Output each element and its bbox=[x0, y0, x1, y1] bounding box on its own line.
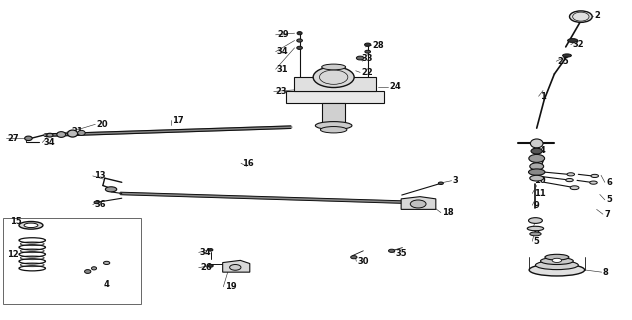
Text: 21: 21 bbox=[71, 127, 83, 136]
Ellipse shape bbox=[85, 270, 91, 273]
Text: 5: 5 bbox=[606, 195, 612, 204]
Ellipse shape bbox=[94, 201, 99, 204]
Ellipse shape bbox=[351, 256, 357, 259]
Circle shape bbox=[569, 11, 592, 22]
Ellipse shape bbox=[356, 56, 364, 60]
Ellipse shape bbox=[365, 43, 371, 46]
Text: 19: 19 bbox=[224, 282, 236, 291]
Ellipse shape bbox=[529, 155, 545, 162]
Ellipse shape bbox=[322, 64, 346, 70]
Text: 34: 34 bbox=[277, 47, 289, 56]
Ellipse shape bbox=[78, 130, 85, 135]
Text: 25: 25 bbox=[557, 57, 569, 66]
Bar bbox=[3, 218, 141, 304]
Polygon shape bbox=[286, 91, 384, 103]
Ellipse shape bbox=[208, 264, 213, 267]
Ellipse shape bbox=[567, 173, 574, 176]
Ellipse shape bbox=[365, 50, 370, 53]
Ellipse shape bbox=[570, 186, 579, 190]
Text: 14: 14 bbox=[533, 146, 545, 155]
Polygon shape bbox=[294, 76, 376, 91]
Polygon shape bbox=[222, 260, 250, 272]
Text: 3: 3 bbox=[453, 176, 459, 185]
Ellipse shape bbox=[25, 136, 32, 140]
Text: 4: 4 bbox=[104, 280, 109, 289]
Ellipse shape bbox=[545, 254, 569, 260]
Text: 17: 17 bbox=[173, 116, 184, 125]
Text: 34: 34 bbox=[200, 248, 212, 257]
Ellipse shape bbox=[527, 226, 544, 231]
Text: 1: 1 bbox=[540, 92, 546, 101]
Ellipse shape bbox=[410, 200, 426, 208]
Text: 24: 24 bbox=[389, 82, 401, 91]
Ellipse shape bbox=[315, 122, 352, 130]
Ellipse shape bbox=[313, 67, 354, 87]
Ellipse shape bbox=[531, 148, 542, 154]
Ellipse shape bbox=[229, 265, 241, 270]
Ellipse shape bbox=[57, 132, 66, 137]
Text: 12: 12 bbox=[7, 251, 19, 260]
Ellipse shape bbox=[529, 264, 585, 276]
Text: 32: 32 bbox=[572, 40, 584, 49]
Ellipse shape bbox=[528, 169, 545, 175]
Text: 6: 6 bbox=[606, 178, 612, 187]
Ellipse shape bbox=[591, 174, 599, 178]
Text: 11: 11 bbox=[533, 189, 545, 198]
Text: 22: 22 bbox=[362, 68, 373, 77]
Text: 29: 29 bbox=[277, 30, 289, 39]
Text: 23: 23 bbox=[275, 87, 287, 96]
Ellipse shape bbox=[106, 187, 117, 192]
Ellipse shape bbox=[540, 258, 573, 265]
Ellipse shape bbox=[68, 130, 78, 137]
Text: 10: 10 bbox=[533, 176, 545, 185]
Text: 7: 7 bbox=[604, 210, 610, 219]
Text: 13: 13 bbox=[94, 172, 106, 180]
Ellipse shape bbox=[47, 133, 53, 137]
Ellipse shape bbox=[320, 126, 347, 133]
Ellipse shape bbox=[528, 218, 542, 223]
Text: 30: 30 bbox=[358, 257, 369, 266]
Bar bbox=[322, 103, 345, 125]
Text: 34: 34 bbox=[44, 138, 55, 147]
Text: 16: 16 bbox=[242, 159, 254, 168]
Ellipse shape bbox=[530, 232, 541, 236]
Ellipse shape bbox=[562, 54, 571, 57]
Text: 33: 33 bbox=[362, 53, 373, 62]
Ellipse shape bbox=[19, 221, 43, 229]
Text: 35: 35 bbox=[396, 249, 407, 258]
Text: 9: 9 bbox=[533, 201, 539, 210]
Ellipse shape bbox=[104, 261, 110, 265]
Ellipse shape bbox=[389, 249, 395, 252]
Ellipse shape bbox=[530, 163, 544, 170]
Ellipse shape bbox=[297, 39, 303, 42]
Text: 2: 2 bbox=[595, 11, 600, 20]
Text: 31: 31 bbox=[277, 65, 289, 74]
Text: 26: 26 bbox=[200, 263, 212, 272]
Text: 5: 5 bbox=[533, 237, 540, 246]
Text: 15: 15 bbox=[10, 217, 22, 226]
Ellipse shape bbox=[590, 181, 597, 184]
Ellipse shape bbox=[297, 46, 303, 50]
Text: 18: 18 bbox=[442, 208, 454, 217]
Ellipse shape bbox=[568, 39, 578, 43]
Ellipse shape bbox=[530, 139, 543, 148]
Ellipse shape bbox=[92, 267, 97, 270]
Text: 37: 37 bbox=[533, 160, 545, 169]
Text: 36: 36 bbox=[94, 200, 106, 209]
Polygon shape bbox=[401, 197, 436, 209]
Ellipse shape bbox=[209, 249, 213, 251]
Ellipse shape bbox=[530, 175, 544, 181]
Text: 8: 8 bbox=[603, 268, 609, 277]
Ellipse shape bbox=[24, 223, 38, 228]
Ellipse shape bbox=[552, 258, 562, 262]
Ellipse shape bbox=[297, 32, 302, 35]
Text: 20: 20 bbox=[97, 120, 108, 129]
Text: 28: 28 bbox=[373, 41, 384, 50]
Ellipse shape bbox=[566, 179, 573, 182]
Text: 6: 6 bbox=[533, 226, 540, 235]
Text: 27: 27 bbox=[7, 134, 18, 143]
Ellipse shape bbox=[439, 182, 444, 185]
Ellipse shape bbox=[535, 261, 578, 270]
